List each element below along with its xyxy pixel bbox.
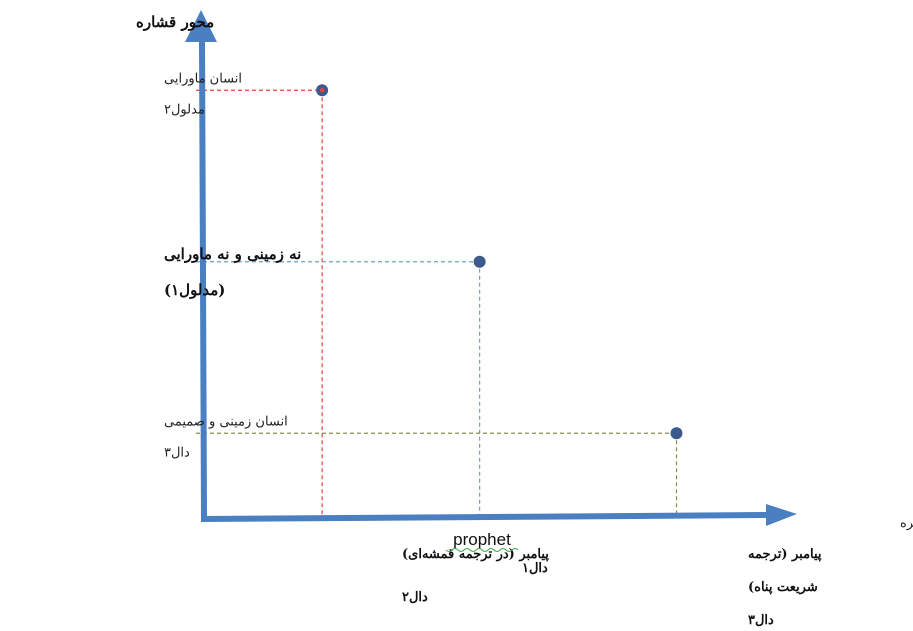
x-axis-arrowhead (766, 504, 797, 526)
y-category-1-line-2: مدلول۲ (164, 102, 205, 117)
x-category-2-line-2: دال۱ (522, 561, 548, 576)
y-axis-line (199, 37, 207, 520)
x-category-3-line-2: شریعت پناه) (748, 580, 818, 595)
y-category-2-line-1: نه زمینی و نه ماورایی (164, 245, 301, 263)
axes (185, 10, 797, 526)
x-category-3-line-3: دال۳ (748, 613, 774, 628)
y-axis-title: محور قشاره (136, 13, 214, 31)
x-axis-line (200, 512, 771, 522)
y-category-3-line-2: دال۳ (164, 445, 190, 460)
y-axis-arrowhead (185, 10, 217, 42)
x-axis-title: محور گستره (900, 515, 913, 531)
y-category-1-line-1: انسان ماورایی (164, 71, 242, 86)
guide-lines (196, 89, 678, 516)
x-category-3-line-1: پیامبر (ترجمه (748, 547, 822, 562)
data-point-2 (473, 255, 486, 268)
x-category-labels: پیامبر (در ترجمه قمشه‌ای) دال۲ prophet دال۱… (402, 530, 822, 628)
data-point-1-center (319, 88, 325, 93)
data-point-3 (670, 427, 683, 440)
y-category-3-line-1: انسان زمینی و صمیمی (164, 414, 288, 429)
spellcheck-underline (445, 548, 519, 552)
y-category-labels: انسان ماورایی مدلول۲ نه زمینی و نه ماورایی… (164, 71, 301, 460)
x-category-1-line-1: پیامبر (در ترجمه قمشه‌ای) (402, 547, 549, 562)
x-category-1-line-2: دال۲ (402, 590, 428, 605)
y-category-2-line-2: (مدلول۱) (164, 281, 225, 299)
data-points (316, 84, 683, 440)
x-category-2-line-1: prophet (453, 530, 511, 549)
